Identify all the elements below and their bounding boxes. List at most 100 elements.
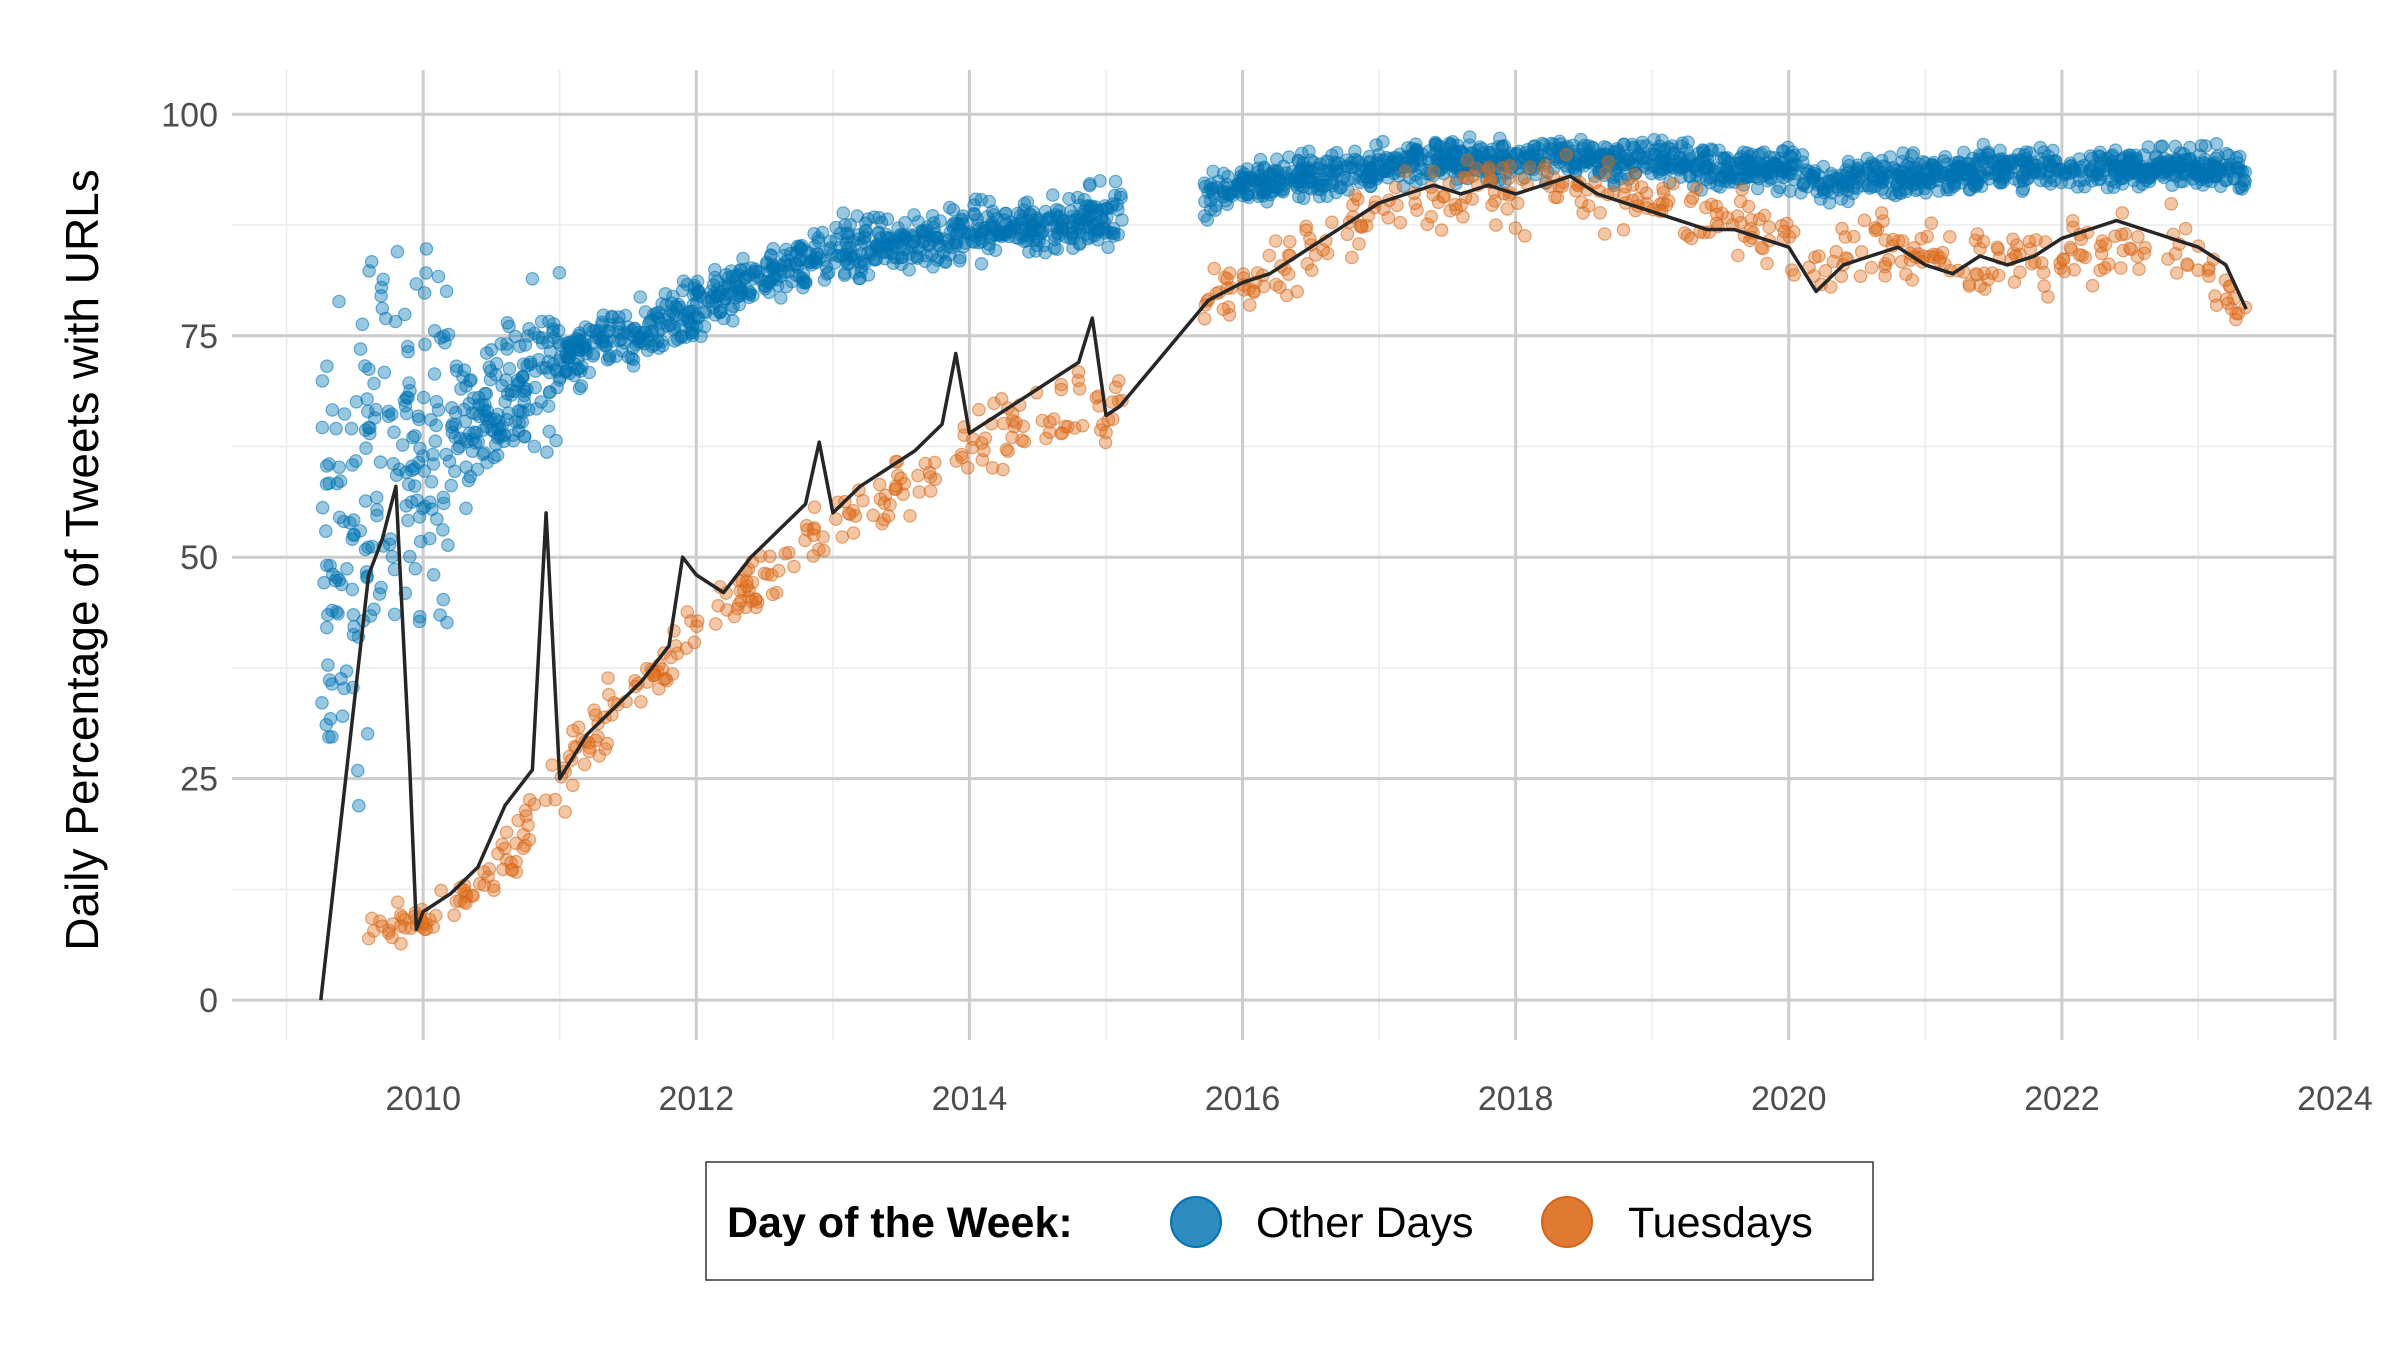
data-point: [1973, 279, 1987, 293]
data-point: [373, 455, 388, 469]
data-point: [439, 447, 453, 462]
data-point: [369, 402, 383, 417]
data-point: [335, 709, 350, 723]
data-point: [1593, 206, 1607, 220]
data-point: [889, 479, 903, 493]
data-point: [973, 227, 988, 242]
data-point: [370, 508, 384, 523]
data-point: [358, 494, 373, 508]
x-tick-label: 2020: [1751, 1080, 1827, 1118]
data-point: [552, 265, 567, 280]
data-point: [439, 284, 454, 299]
data-point: [387, 607, 402, 622]
data-point: [2063, 240, 2078, 255]
data-point: [586, 346, 601, 361]
data-point: [498, 394, 512, 409]
data-point: [1905, 273, 1920, 287]
data-point: [2085, 151, 2100, 166]
data-point: [1744, 213, 1759, 227]
data-point: [471, 390, 486, 405]
data-point: [2164, 197, 2179, 211]
data-point: [1922, 175, 1936, 190]
data-point: [566, 723, 580, 738]
data-point: [1567, 161, 1582, 175]
data-point: [1300, 161, 1315, 175]
data-point: [1415, 147, 1429, 161]
data-point: [386, 456, 401, 471]
data-point: [1072, 237, 1087, 252]
data-point: [1760, 256, 1774, 271]
data-point: [591, 729, 605, 744]
data-point: [346, 607, 361, 622]
data-point: [1091, 233, 1105, 247]
data-point: [502, 361, 517, 376]
data-point: [422, 531, 437, 546]
data-point: [508, 384, 522, 399]
data-point: [817, 253, 832, 267]
data-point: [650, 309, 665, 324]
x-tick-label: 2016: [1205, 1080, 1281, 1118]
data-point: [800, 522, 815, 537]
data-point: [401, 513, 415, 528]
data-point: [2174, 161, 2188, 175]
data-point: [540, 445, 554, 459]
data-point: [758, 279, 773, 293]
data-point: [436, 592, 451, 607]
data-point: [634, 694, 648, 709]
data-point: [708, 617, 723, 631]
data-point: [375, 301, 390, 316]
data-point: [598, 742, 613, 756]
data-point: [1634, 180, 1649, 194]
data-point: [582, 740, 597, 755]
data-point: [1866, 172, 1881, 186]
data-point: [385, 549, 400, 564]
data-point: [1302, 144, 1316, 159]
data-point: [418, 337, 432, 352]
data-point: [490, 448, 505, 462]
data-point: [930, 253, 945, 267]
data-point: [1616, 223, 1631, 237]
data-point: [624, 351, 639, 365]
legend-title: Day of the Week:: [727, 1199, 1073, 1247]
data-point: [1434, 223, 1449, 237]
data-point: [587, 703, 601, 717]
data-point: [1818, 263, 1833, 278]
data-point: [428, 908, 443, 923]
data-point: [779, 279, 794, 294]
data-point: [957, 226, 972, 240]
data-point: [1050, 210, 1065, 225]
data-point: [2041, 157, 2056, 172]
data-point: [1547, 137, 1561, 152]
data-point: [1497, 139, 1511, 153]
data-point: [586, 335, 601, 350]
data-point: [1955, 161, 1969, 176]
data-point: [350, 763, 365, 778]
data-point: [534, 395, 548, 409]
data-point: [1371, 153, 1386, 167]
data-point: [894, 250, 909, 265]
data-point: [612, 310, 626, 324]
data-point: [2093, 172, 2107, 186]
data-point: [393, 919, 408, 933]
data-point: [1448, 197, 1462, 212]
data-point: [457, 363, 472, 377]
data-point: [1883, 150, 1897, 164]
data-point: [1345, 250, 1359, 265]
data-point: [913, 242, 928, 256]
data-point: [598, 339, 613, 353]
data-point: [1320, 189, 1334, 203]
data-point: [546, 322, 560, 336]
data-point: [553, 350, 568, 365]
data-point: [1376, 134, 1390, 149]
data-point: [367, 376, 381, 391]
data-point: [883, 497, 897, 512]
data-point: [1501, 171, 1515, 186]
data-point: [577, 757, 592, 772]
data-point: [724, 286, 738, 301]
data-point: [346, 627, 361, 642]
data-point: [1980, 163, 1995, 177]
data-point: [572, 381, 587, 396]
data-point: [922, 465, 937, 480]
data-point: [483, 372, 498, 387]
data-point: [559, 349, 573, 364]
